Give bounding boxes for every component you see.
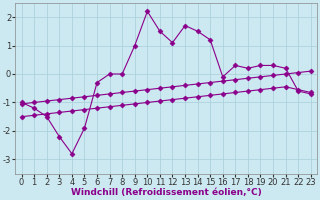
X-axis label: Windchill (Refroidissement éolien,°C): Windchill (Refroidissement éolien,°C) [71, 188, 261, 197]
